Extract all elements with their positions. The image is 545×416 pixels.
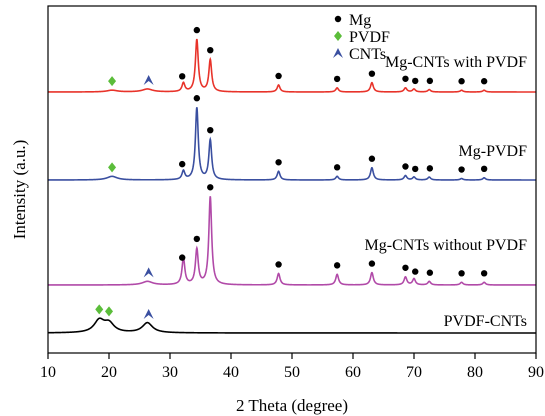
- mg-marker: [480, 78, 488, 85]
- x-tick-label: 60: [345, 364, 361, 381]
- mg-marker: [402, 75, 409, 82]
- series-label: Mg-PVDF: [459, 143, 528, 160]
- x-axis-title: 2 Theta (degree): [236, 396, 348, 415]
- mg-marker: [426, 269, 434, 276]
- mg-marker: [368, 70, 376, 77]
- x-tick-label: 20: [101, 364, 117, 381]
- mg-marker: [412, 268, 419, 275]
- mg-marker: [480, 165, 488, 173]
- mg-marker: [412, 165, 419, 173]
- pvdf-marker: [95, 304, 104, 315]
- x-tick-label: 70: [406, 364, 422, 381]
- series-label: Mg-CNTs with PVDF: [385, 54, 527, 71]
- mg-marker: [458, 166, 465, 173]
- mg-marker: [333, 262, 341, 269]
- cnts-marker: [143, 75, 154, 86]
- mg-marker: [458, 270, 465, 277]
- mg-marker: [368, 260, 376, 267]
- x-tick-label: 80: [467, 364, 483, 381]
- pvdf-marker: [105, 306, 113, 317]
- series-line: [47, 317, 536, 334]
- tick-layer: 10 20 30 40 50 60 70 80 90: [40, 353, 544, 381]
- mg-marker: [275, 261, 282, 268]
- mg-marker: [412, 77, 419, 85]
- mg-marker: [193, 26, 201, 34]
- x-tick-label: 90: [528, 364, 544, 381]
- mg-marker: [207, 184, 214, 191]
- cnts-marker: [143, 267, 154, 278]
- mg-marker: [426, 77, 434, 85]
- mg-marker: [179, 73, 186, 80]
- mg-marker: [207, 126, 214, 134]
- series-label: PVDF-CNTs: [444, 313, 527, 330]
- mg-marker: [193, 235, 201, 243]
- mg-marker: [458, 78, 465, 85]
- mg-marker: [275, 72, 282, 80]
- legend-diamond-icon: [334, 31, 342, 41]
- mg-marker: [333, 164, 341, 171]
- mg-marker: [480, 270, 488, 277]
- legend-label: CNTs: [349, 46, 386, 63]
- y-axis-title: Intensity (a.u.): [10, 140, 29, 240]
- legend-label: PVDF: [349, 29, 390, 46]
- pvdf-marker: [108, 76, 117, 87]
- mg-marker: [179, 254, 186, 261]
- legend-arrow-icon: [333, 48, 343, 58]
- mg-marker: [193, 95, 201, 102]
- legend-label: Mg: [349, 12, 371, 29]
- mg-marker: [402, 264, 409, 271]
- x-tick-label: 50: [284, 364, 300, 381]
- mg-marker: [333, 75, 341, 83]
- legend-circle-icon: [334, 15, 342, 23]
- mg-marker: [402, 163, 409, 170]
- cnts-marker: [143, 308, 154, 319]
- series-line: [48, 107, 536, 181]
- series-label: Mg-CNTs without PVDF: [365, 237, 528, 254]
- mg-marker: [368, 155, 376, 162]
- label-layer: Mg-CNTs with PVDF Mg-PVDF Mg-CNTs without …: [365, 54, 528, 330]
- series-line: [48, 196, 536, 286]
- series-layer: [47, 38, 536, 334]
- mg-marker: [275, 159, 282, 166]
- mg-marker: [179, 160, 186, 168]
- mg-marker: [207, 46, 214, 54]
- mg-marker: [426, 165, 434, 172]
- series-line: [48, 38, 536, 93]
- x-tick-label: 10: [40, 364, 56, 381]
- marker-layer: [95, 26, 488, 319]
- x-tick-label: 40: [223, 364, 239, 381]
- x-tick-label: 30: [162, 364, 178, 381]
- pvdf-marker: [108, 162, 117, 173]
